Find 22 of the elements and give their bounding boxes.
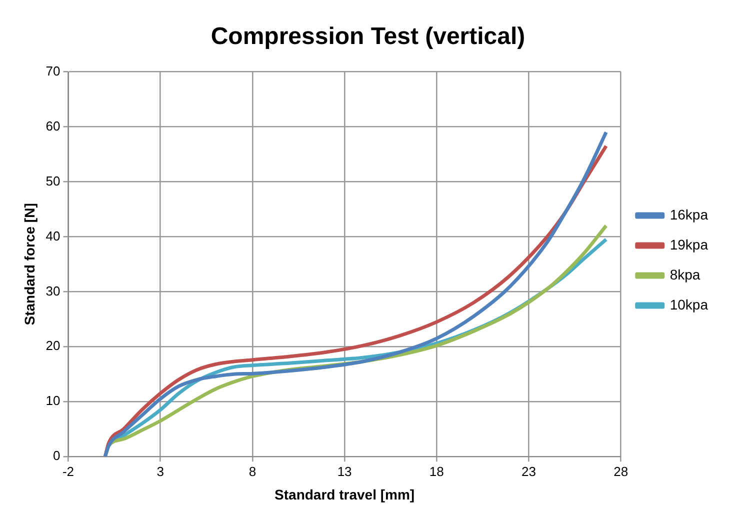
- y-tick-label: 50: [46, 173, 60, 188]
- y-tick-label: 10: [46, 393, 60, 408]
- y-tick-label: 60: [46, 118, 60, 134]
- x-tick-label: 13: [337, 464, 352, 479]
- y-tick-label: 40: [46, 228, 60, 244]
- y-axis-title: Standard force [N]: [21, 203, 38, 326]
- x-tick-label: 8: [248, 464, 256, 479]
- y-tick-label: 0: [53, 448, 60, 464]
- y-tick-label: 70: [46, 63, 60, 78]
- legend-label: 10kpa: [670, 296, 708, 312]
- legend-label: 8kpa: [670, 266, 700, 282]
- legend-label: 16kpa: [670, 206, 708, 222]
- x-tick-label: -2: [62, 464, 74, 479]
- legend-label: 19kpa: [670, 236, 708, 252]
- x-tick-label: 18: [429, 464, 444, 479]
- x-tick-label: 23: [522, 464, 536, 479]
- chart-title: Compression Test (vertical): [210, 23, 526, 50]
- y-tick-label: 30: [46, 283, 60, 298]
- x-tick-label: 3: [156, 464, 164, 479]
- y-tick-label: 20: [46, 338, 60, 354]
- x-axis-title: Standard travel [mm]: [274, 486, 415, 502]
- x-tick-label: 28: [614, 464, 628, 479]
